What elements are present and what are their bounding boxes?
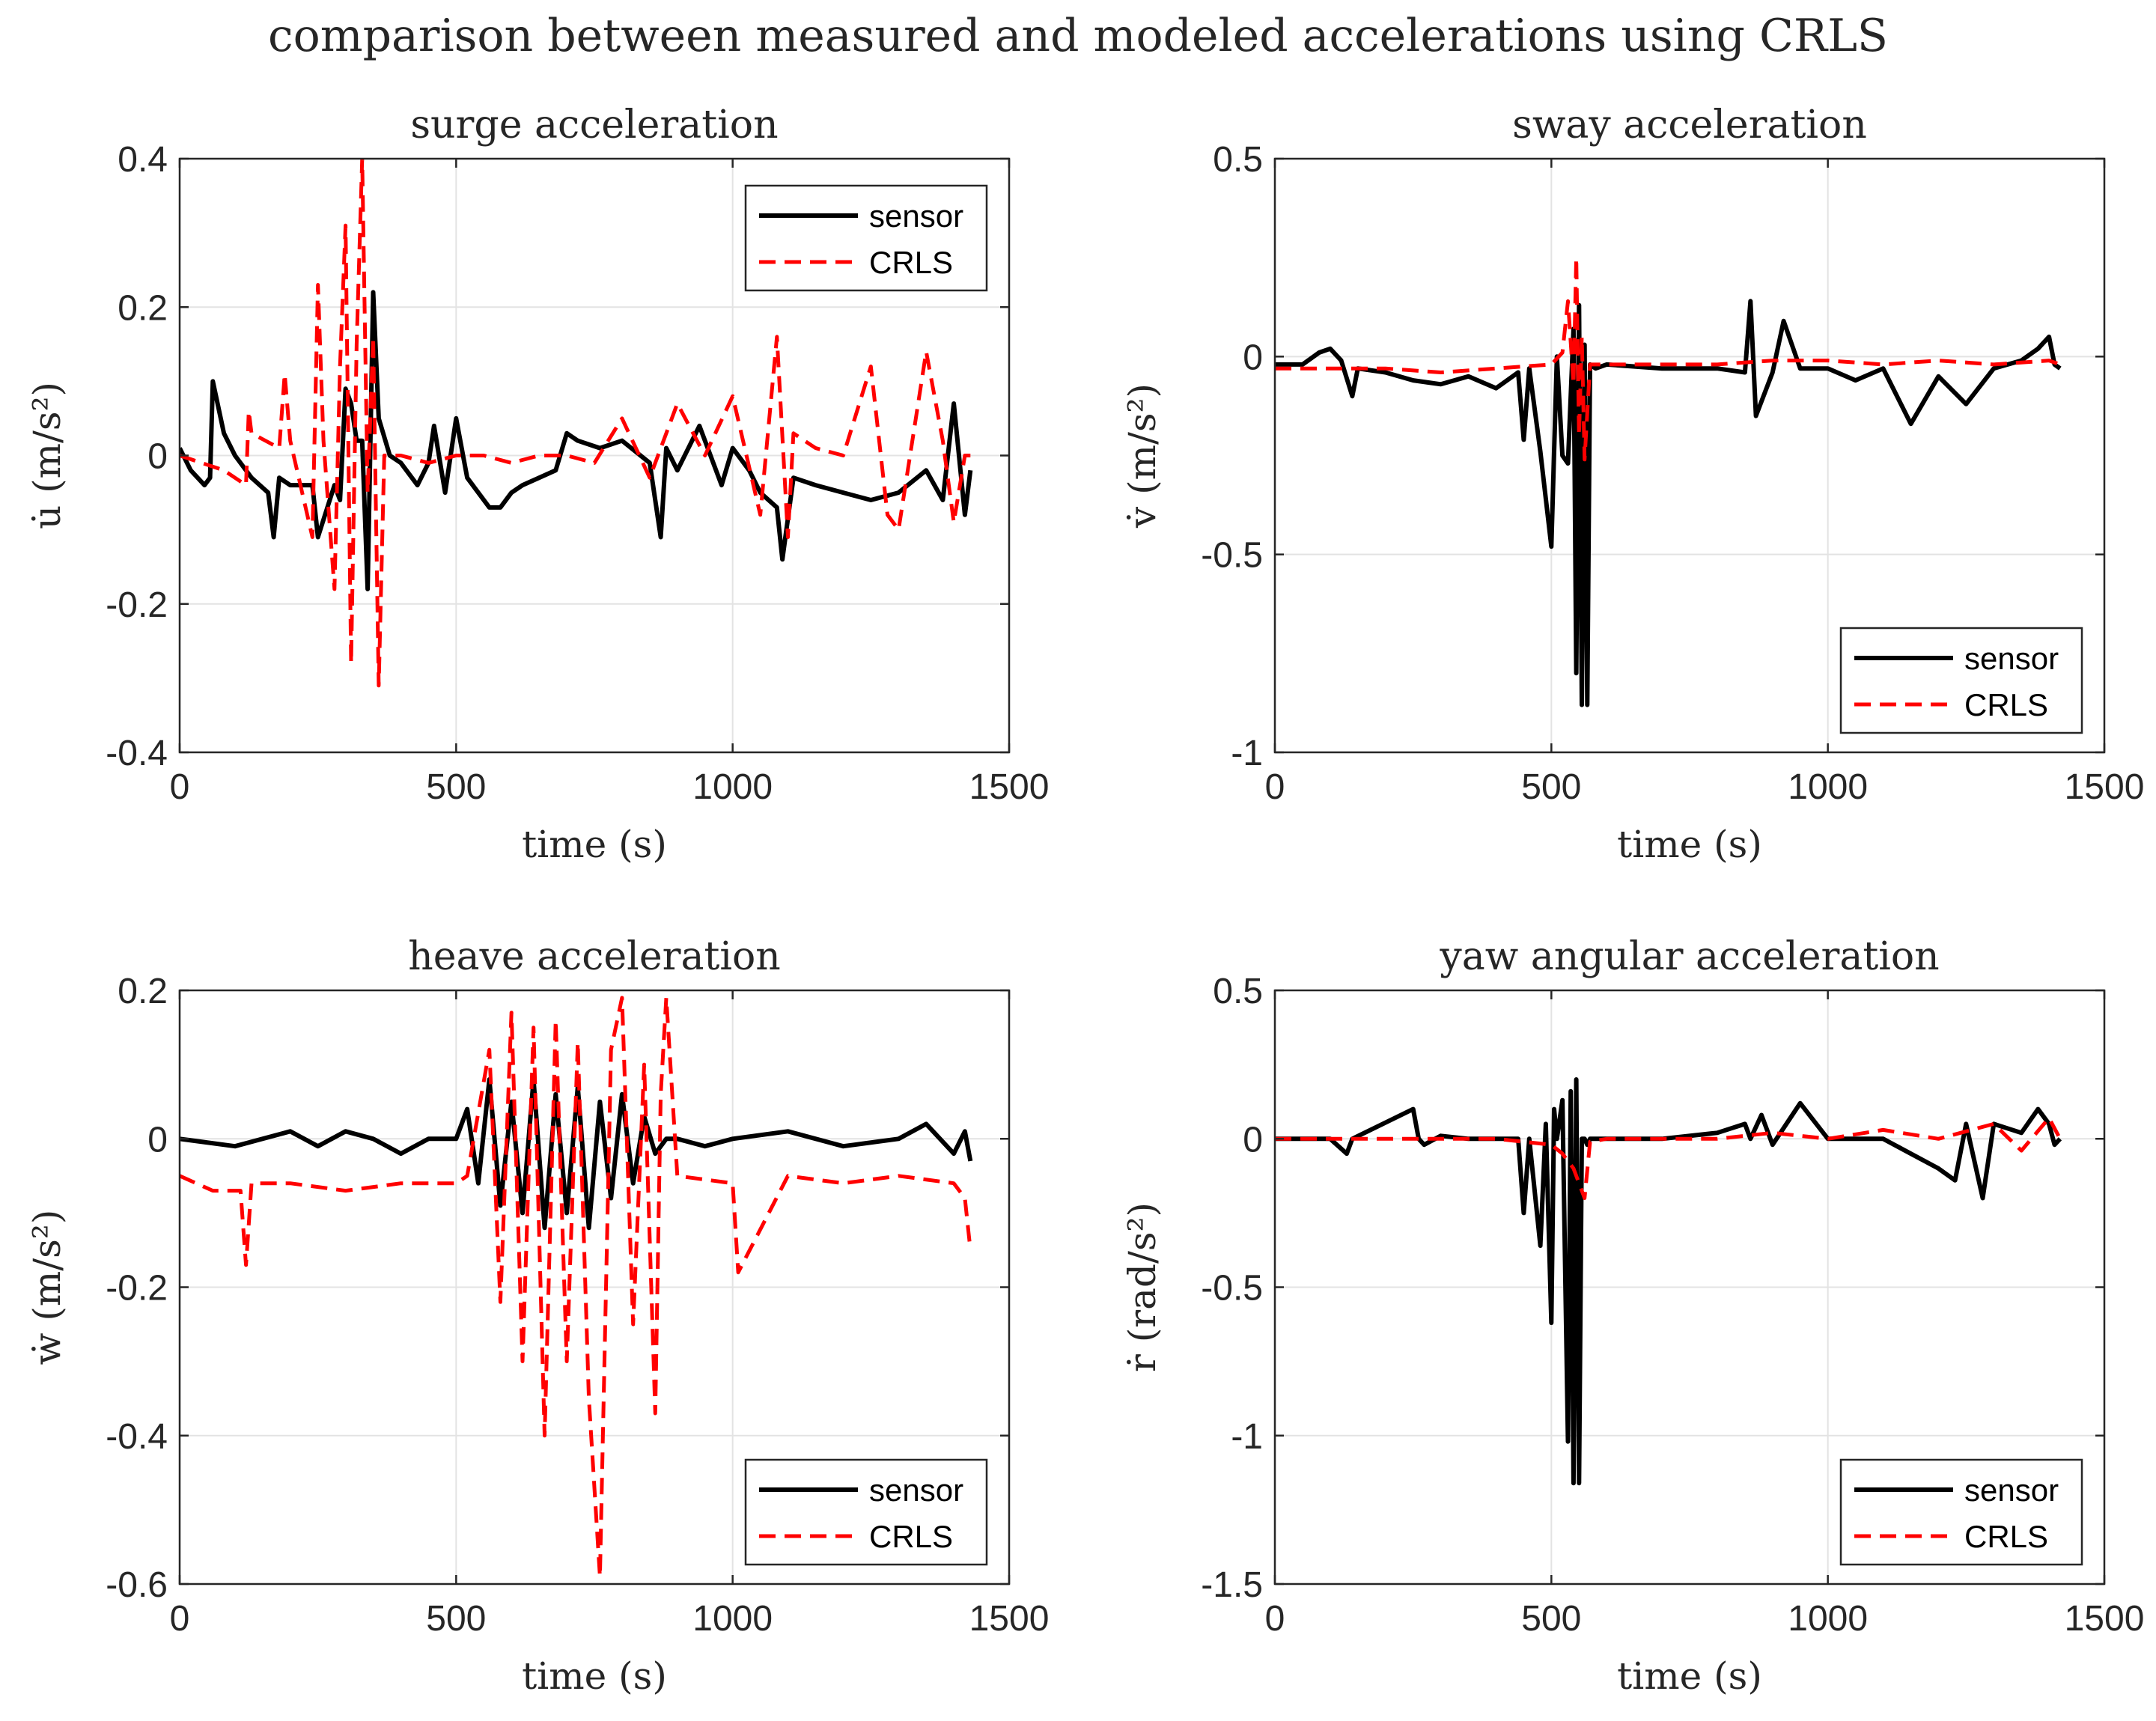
y-tick-label: 0 [1243, 1120, 1263, 1160]
y-tick-label: -0.4 [106, 1417, 168, 1457]
y-axis-label: ṙ (rad/s²) [1121, 1202, 1164, 1372]
subplot-heave: 0 500 1000 1500 -0.6 -0.4 -0.2 0 0.2 heave accele… [25, 934, 1049, 1698]
legend-label-sensor: sensor [869, 198, 963, 234]
y-tick-label: 0 [1243, 338, 1263, 377]
y-tick-label: -0.6 [106, 1565, 168, 1605]
x-tick-label: 1500 [2065, 1599, 2145, 1639]
x-tick-label: 500 [426, 1599, 486, 1639]
y-tick-label: 0 [147, 437, 168, 477]
y-tick-label: -0.5 [1201, 536, 1263, 576]
legend-box [1839, 627, 2083, 734]
subplot-title: surge acceleration [410, 103, 778, 147]
x-tick-label: 1000 [1788, 1599, 1868, 1639]
y-tick-label: -0.4 [106, 734, 168, 773]
x-tick-label: 0 [1265, 1599, 1285, 1639]
series-line-crls [180, 159, 971, 688]
y-tick-label: 0 [147, 1120, 168, 1160]
legend-label-crls: CRLS [869, 1519, 953, 1554]
legend-label-sensor: sensor [869, 1472, 963, 1508]
y-tick-label: 0.2 [118, 972, 168, 1011]
axes-box [1273, 157, 2106, 754]
series-line-crls [1275, 255, 2061, 462]
x-tick-label: 1000 [692, 1599, 773, 1639]
legend-label-crls: CRLS [1964, 687, 2048, 722]
y-axis-label: v̇ (m/s²) [1121, 383, 1164, 529]
y-axis-label: u̇ (m/s²) [25, 382, 69, 529]
y-tick-label: -1.5 [1201, 1565, 1263, 1605]
legend: sensor CRLS [744, 184, 988, 292]
legend-label-crls: CRLS [869, 245, 953, 280]
y-tick-label: -1 [1231, 734, 1263, 773]
x-axis-label: time (s) [522, 1654, 667, 1698]
x-tick-label: 0 [170, 1599, 190, 1639]
y-tick-label: 0.2 [118, 288, 168, 328]
y-tick-label: -0.2 [106, 585, 168, 625]
y-tick-label: 0.5 [1213, 972, 1263, 1011]
series-line-sensor [180, 290, 973, 591]
x-axis-label: time (s) [1617, 823, 1762, 866]
x-tick-label: 0 [1265, 767, 1285, 807]
x-axis-label: time (s) [522, 823, 667, 866]
x-tick-label: 1000 [1788, 767, 1868, 807]
x-tick-label: 0 [170, 767, 190, 807]
legend-label-sensor: sensor [1964, 641, 2059, 676]
subplot-sway: 0 500 1000 1500 -1 -0.5 0 0.5 sway acceleration t… [1121, 103, 2144, 866]
subplots: 0 500 1000 1500 -0.4 -0.2 0 0.2 0.4 surge acceler… [25, 103, 2144, 1698]
legend-box [744, 1458, 988, 1566]
x-tick-label: 500 [426, 767, 486, 807]
y-tick-label: 0.5 [1213, 140, 1263, 180]
x-tick-label: 1500 [969, 767, 1050, 807]
legend: sensor CRLS [744, 1458, 988, 1566]
subplot-yaw: 0 500 1000 1500 -1.5 -1 -0.5 0 0.5 yaw angular ac… [1121, 934, 2144, 1698]
x-tick-label: 1500 [2065, 767, 2145, 807]
y-tick-label: -0.2 [106, 1269, 168, 1309]
series-line-sensor [1275, 299, 2062, 707]
legend: sensor CRLS [1839, 1458, 2083, 1566]
legend: sensor CRLS [1839, 627, 2083, 734]
subplot-title: heave acceleration [408, 934, 781, 979]
series-line-crls [180, 996, 972, 1579]
legend-label-crls: CRLS [1964, 1519, 2048, 1554]
series-line-crls [1275, 1116, 2062, 1200]
x-tick-label: 1000 [692, 767, 773, 807]
x-axis-label: time (s) [1617, 1654, 1762, 1698]
subplot-title: yaw angular acceleration [1439, 934, 1939, 979]
legend-box [744, 184, 988, 292]
x-tick-label: 500 [1521, 1599, 1581, 1639]
legend-box [1839, 1458, 2083, 1566]
y-tick-label: -1 [1231, 1417, 1263, 1457]
subplot-surge: 0 500 1000 1500 -0.4 -0.2 0 0.2 0.4 surge acceler… [25, 103, 1049, 866]
y-tick-label: 0.4 [118, 140, 168, 180]
x-tick-label: 1500 [969, 1599, 1050, 1639]
legend-label-sensor: sensor [1964, 1472, 2059, 1508]
subplot-title: sway acceleration [1512, 103, 1867, 147]
x-tick-label: 500 [1521, 767, 1581, 807]
y-tick-label: -0.5 [1201, 1269, 1263, 1309]
figure-title: comparison between measured and modeled … [268, 10, 1888, 62]
y-axis-label: ẇ (m/s²) [25, 1210, 69, 1365]
